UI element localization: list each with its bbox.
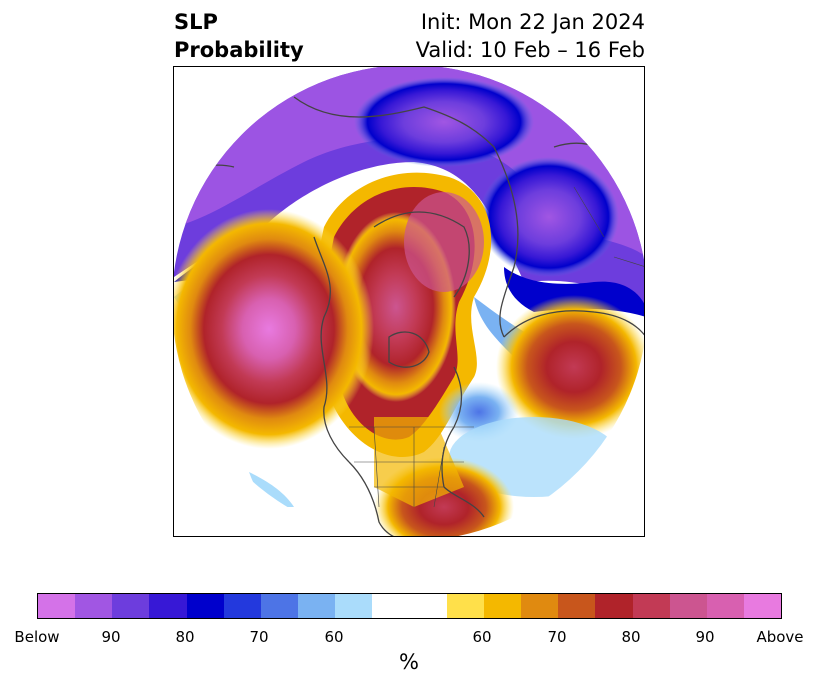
colorbar-tick-label: 70	[249, 628, 269, 646]
title-type: Probability	[174, 38, 304, 62]
colorbar-swatch	[298, 594, 336, 618]
colorbar-swatch	[186, 594, 224, 618]
colorbar-tick-label: 60	[324, 628, 344, 646]
colorbar-swatch	[335, 594, 373, 618]
title-variable: SLP	[174, 10, 218, 34]
colorbar-swatch	[409, 594, 447, 618]
colorbar-swatch	[38, 594, 76, 618]
colorbar-unit-label: %	[399, 650, 419, 674]
colorbar-swatch	[446, 594, 484, 618]
valid-period: Valid: 10 Feb – 16 Feb	[415, 38, 645, 62]
colorbar-tick-label: 70	[547, 628, 567, 646]
colorbar-swatch	[75, 594, 113, 618]
colorbar-swatch	[483, 594, 522, 618]
init-date: Init: Mon 22 Jan 2024	[420, 10, 645, 34]
colorbar-tick-label: Below	[14, 628, 60, 646]
title-left: SLP Probability	[174, 8, 304, 64]
title-right: Init: Mon 22 Jan 2024 Valid: 10 Feb – 16…	[416, 8, 645, 64]
probability-map	[174, 67, 644, 536]
colorbar-tick-label: 90	[695, 628, 715, 646]
colorbar-swatch	[743, 594, 782, 618]
colorbar-tick-label: 90	[101, 628, 121, 646]
map-panel	[173, 66, 645, 537]
colorbar-swatch	[223, 594, 261, 618]
colorbar-swatch	[521, 594, 559, 618]
colorbar-swatch	[669, 594, 707, 618]
colorbar	[37, 593, 782, 619]
colorbar-swatch	[112, 594, 150, 618]
colorbar-tick-label: Above	[756, 628, 804, 646]
colorbar-swatch	[632, 594, 670, 618]
colorbar-tick-label: 80	[621, 628, 641, 646]
colorbar-tick-label: 80	[175, 628, 195, 646]
colorbar-swatch	[558, 594, 596, 618]
colorbar-swatch	[260, 594, 299, 618]
colorbar-swatch	[706, 594, 744, 618]
colorbar-swatch	[149, 594, 187, 618]
colorbar-swatch	[372, 594, 410, 618]
colorbar-swatch	[595, 594, 633, 618]
colorbar-tick-label: 60	[472, 628, 492, 646]
